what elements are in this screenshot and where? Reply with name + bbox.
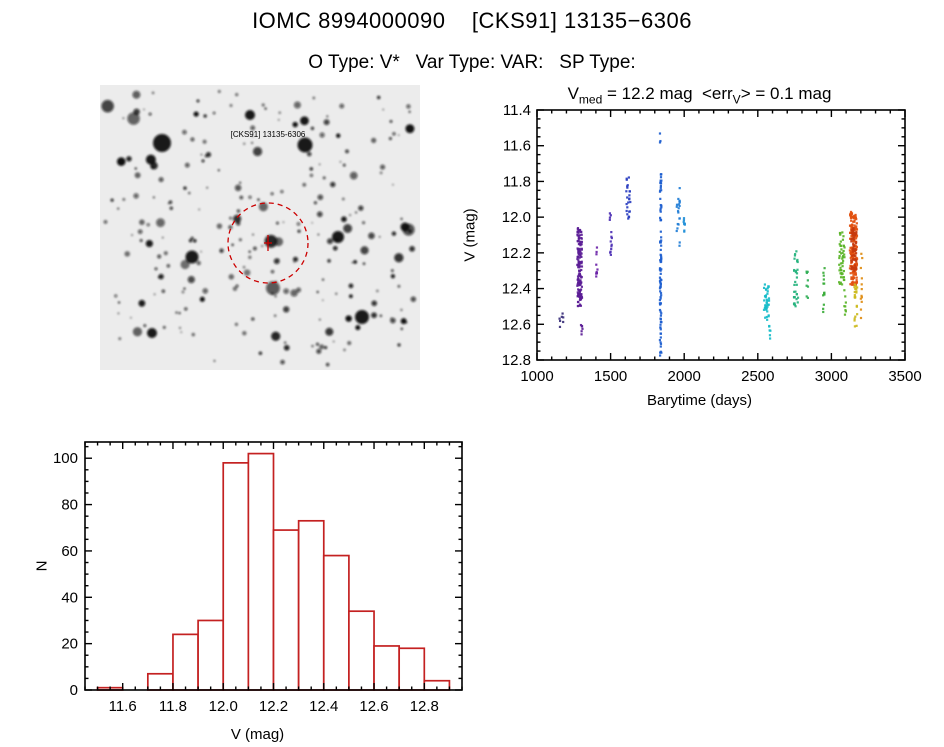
histogram-plot: 11.6 11.8 12.0 12.2 12.4 12.6 12.8 0 20 40 60 80 100 xyxy=(53,441,463,715)
finder-chart-image: [CKS91] 13135-6306 xyxy=(100,85,420,370)
svg-text:1000: 1000 xyxy=(520,368,553,385)
svg-text:12.2: 12.2 xyxy=(259,698,288,715)
svg-text:12.4: 12.4 xyxy=(502,281,531,298)
svg-text:11.8: 11.8 xyxy=(503,173,531,190)
histogram-yaxis-label: N xyxy=(33,560,51,572)
svg-text:12.0: 12.0 xyxy=(502,209,531,226)
page-subtitle: O Type: V* Var Type: VAR: SP Type: xyxy=(308,52,636,73)
svg-text:60: 60 xyxy=(61,543,78,560)
svg-text:2500: 2500 xyxy=(741,368,774,385)
svg-text:11.4: 11.4 xyxy=(503,102,531,119)
svg-text:12.0: 12.0 xyxy=(209,698,238,715)
lightcurve-plot: 1000 1500 2000 2500 3000 3500 11.4 11.6 11.8 12.0… xyxy=(502,102,922,385)
target-marker xyxy=(227,202,309,284)
svg-text:12.8: 12.8 xyxy=(410,698,439,715)
tick-labels: 11.6 11.8 12.0 12.2 12.4 12.6 12.8 0 20 40 60 80 100 xyxy=(53,450,439,715)
svg-text:100: 100 xyxy=(53,450,78,467)
svg-text:12.8: 12.8 xyxy=(502,352,531,369)
page-title: IOMC 8994000090 [CKS91] 13135−6306 xyxy=(252,8,692,33)
scatter-points xyxy=(558,132,864,357)
svg-text:12.2: 12.2 xyxy=(502,245,531,262)
histogram-bars xyxy=(96,452,451,691)
histogram-xaxis-label: V (mag) xyxy=(230,726,285,743)
svg-text:20: 20 xyxy=(61,636,78,653)
svg-text:1500: 1500 xyxy=(594,368,627,385)
svg-text:2000: 2000 xyxy=(668,368,701,385)
lightcurve-title: Vmed = 12.2 mag <errV> = 0.1 mag xyxy=(567,84,832,107)
tick-labels: 1000 1500 2000 2500 3000 3500 11.4 11.6 11.8 12.0… xyxy=(502,102,922,385)
svg-text:3500: 3500 xyxy=(888,368,921,385)
lightcurve-yaxis-label: V (mag) xyxy=(461,208,479,262)
svg-text:11.6: 11.6 xyxy=(503,138,531,155)
svg-text:40: 40 xyxy=(61,589,78,606)
svg-text:11.6: 11.6 xyxy=(109,698,137,715)
svg-text:0: 0 xyxy=(70,682,78,699)
finder-target-label: [CKS91] 13135-6306 xyxy=(231,130,306,139)
svg-text:12.4: 12.4 xyxy=(309,698,338,715)
svg-text:12.6: 12.6 xyxy=(502,316,531,333)
svg-text:12.6: 12.6 xyxy=(359,698,388,715)
lightcurve-xaxis-label: Barytime (days) xyxy=(646,392,753,409)
svg-text:11.8: 11.8 xyxy=(159,698,187,715)
svg-text:3000: 3000 xyxy=(815,368,848,385)
axis-ticks xyxy=(536,109,906,361)
star-field xyxy=(101,90,417,367)
svg-text:80: 80 xyxy=(61,497,78,514)
